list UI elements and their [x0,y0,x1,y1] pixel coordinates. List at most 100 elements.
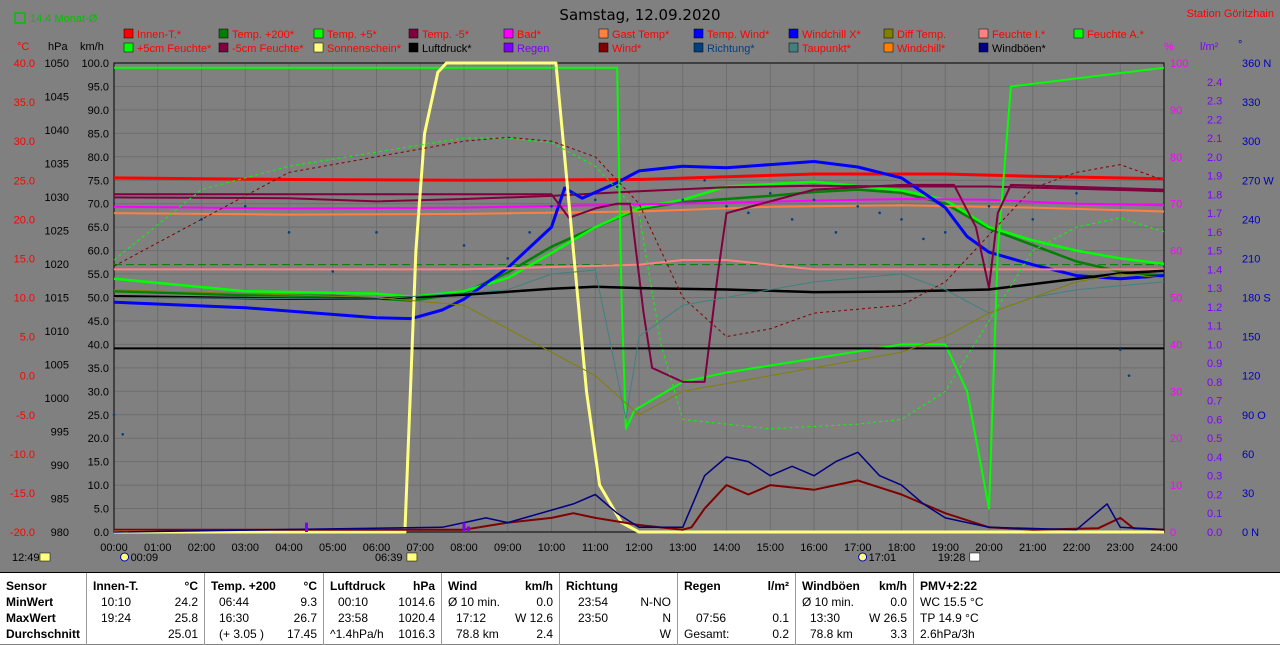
series-line-5cm-feuchte [114,183,1165,383]
rain_lm2-tick-label: 2.0 [1207,152,1222,164]
wind_kmh-tick-label: 80.0 [88,152,109,164]
stats-temp200-max-time: 16:30 [219,611,250,625]
series-point-richtung [243,205,247,208]
temp_c-tick-label: 40.0 [14,58,35,70]
legend-label: Innen-T.* [137,29,182,41]
rain_lm2-tick-label: 1.0 [1207,339,1222,351]
humidity_pct-tick-label: 60 [1170,246,1182,258]
pressure_hpa-tick-label: 1035 [45,159,69,171]
legend-swatch [408,28,419,39]
series-bar-regen [305,522,308,532]
series-bar-regen [466,526,470,532]
direction_deg-tick-label: 180 S [1242,293,1271,305]
stats-col-sensor: Sensor MinWert MaxWert Durchschnitt [0,573,87,645]
legend: Innen-T.* Temp. +200* Temp. +5* Temp. -5* Ba… [123,28,1145,55]
rain_lm2-tick-label: 0.3 [1207,471,1222,483]
x-tick-label: 05:00 [319,542,347,554]
stats-innen-max-value: 25.8 [174,611,198,625]
stats-col-regen: Regen l/m² 07:56 0.1 Gesamt: 0.2 [678,573,796,645]
series-point-richtung [1118,348,1122,351]
rain_lm2-tick-label: 1.7 [1207,208,1222,220]
stats-regen-header: Regen [684,579,721,593]
stats-wind-header: Wind [448,579,478,593]
temp_c-tick-label: 20.0 [14,214,35,226]
pressure_hpa-tick-label: 1025 [45,226,69,238]
series-point-richtung [834,231,838,234]
pressure_hpa-tick-label: 990 [51,460,69,472]
series-point-richtung [725,205,728,208]
stats-innen-max-time: 19:24 [101,611,132,625]
wind_kmh-tick-label: 0.0 [94,527,109,539]
wind_kmh-tick-label: 50.0 [88,293,109,305]
wind_kmh-tick-label: 45.0 [88,316,109,328]
pressure_hpa-tick-label: 1015 [45,293,69,305]
legend-swatch [503,42,514,53]
series-point-richtung [812,198,816,202]
stats-luftdruck-min-value: 1014.6 [398,595,435,609]
x-tick-label: 19:00 [931,542,959,554]
pressure_hpa-tick-label: 1005 [45,360,69,372]
x-tick-label: 03:00 [231,542,259,554]
stats-regen-total-label: Gesamt: [684,627,730,641]
stats-richtung-min-value: N-NO [640,595,671,609]
rain_lm2-tick-label: 0.5 [1207,433,1222,445]
series-point-richtung [1075,191,1078,195]
direction_deg-tick-label: 150 [1242,332,1260,344]
pressure_hpa-tick-label: 995 [51,427,69,439]
marker-sunrise: 06:39 [375,552,403,564]
legend-label: Taupunkt* [802,43,852,55]
legend-swatch [883,42,894,53]
direction_deg-tick-label: 240 [1242,214,1260,226]
stats-innen-min-value: 24.2 [174,595,198,609]
temp_c-tick-label: -10.0 [10,449,35,461]
stats-luftdruck-max-value: 1020.4 [398,611,435,625]
humidity_pct-tick-label: 90 [1170,105,1182,117]
x-tick-label: 02:00 [188,542,216,554]
stats-temp200-unit: °C [303,579,317,593]
direction_deg-tick-label: 60 [1242,449,1254,461]
temp_c-tick-label: 0.0 [20,371,35,383]
time-markers: 12:49 00:09 17:01 06:39 19:28 [12,552,981,564]
stats-col-wind: Wind km/h Ø 10 min. 0.0 17:12 W 12.6 78.8 k… [442,573,560,645]
stats-luftdruck-min-time: 00:10 [338,595,369,609]
wind_kmh-tick-label: 5.0 [94,504,109,516]
stats-col-innen: Innen-T. °C 10:10 24.2 19:24 25.8 25.01 [87,573,205,645]
stats-col-windboeen: Windböen km/h Ø 10 min. 0.0 13:30 W 26.5 78… [796,573,914,645]
stats-pmv-dewpoint: TP 14.9 °C [920,611,979,625]
legend-swatch [503,28,514,39]
series-point-richtung [375,231,378,234]
x-tick-label: 00:00 [100,542,128,554]
wind_kmh-tick-label: 65.0 [88,222,109,234]
pressure_hpa-tick-label: 1040 [45,125,69,137]
stats-pmv-header: PMV+2:22 [920,579,978,593]
wind_kmh-tick-label: 100.0 [81,58,109,70]
wind_kmh-tick-label: 85.0 [88,128,109,140]
series-line-temp-200 [113,188,1165,302]
direction_deg-tick-label: 330 [1242,97,1260,109]
x-tick-label: 07:00 [406,542,434,554]
wind_kmh-tick-label: 35.0 [88,363,109,375]
rain_lm2-tick-label: 0.1 [1207,508,1222,520]
stats-windboeen-max-time: 13:30 [810,611,841,625]
rain_lm2-tick-label: 0.8 [1207,377,1222,389]
wind_kmh-tick-label: 90.0 [88,105,109,117]
direction_deg-tick-label: 210 [1242,253,1260,265]
legend-swatch [313,42,324,53]
stats-col-temp200: Temp. +200 °C 06:44 9.3 16:30 26.7 (+ 3.05 … [205,573,324,645]
rain_lm2-tick-label: 2.3 [1207,96,1222,108]
wind_kmh-tick-label: 40.0 [88,339,109,351]
series-layer [112,61,1165,534]
series-line-5cm-feuchte [113,137,1165,430]
humidity_pct-tick-label: 50 [1170,293,1182,305]
series-point-richtung [287,231,291,234]
x-tick-label: 17:00 [844,542,872,554]
rain_lm2-tick-label: 1.1 [1207,321,1222,333]
series-point-richtung [484,283,488,286]
stats-wind-max-value: W 12.6 [514,611,553,625]
legend-label: Richtung* [707,43,755,55]
stats-luftdruck-trend: ^1.4hPa/h [330,627,384,641]
stats-windboeen-header: Windböen [802,579,860,593]
x-tick-label: 15:00 [756,542,784,554]
series-point-richtung [506,257,510,260]
moon-icon [120,552,130,562]
